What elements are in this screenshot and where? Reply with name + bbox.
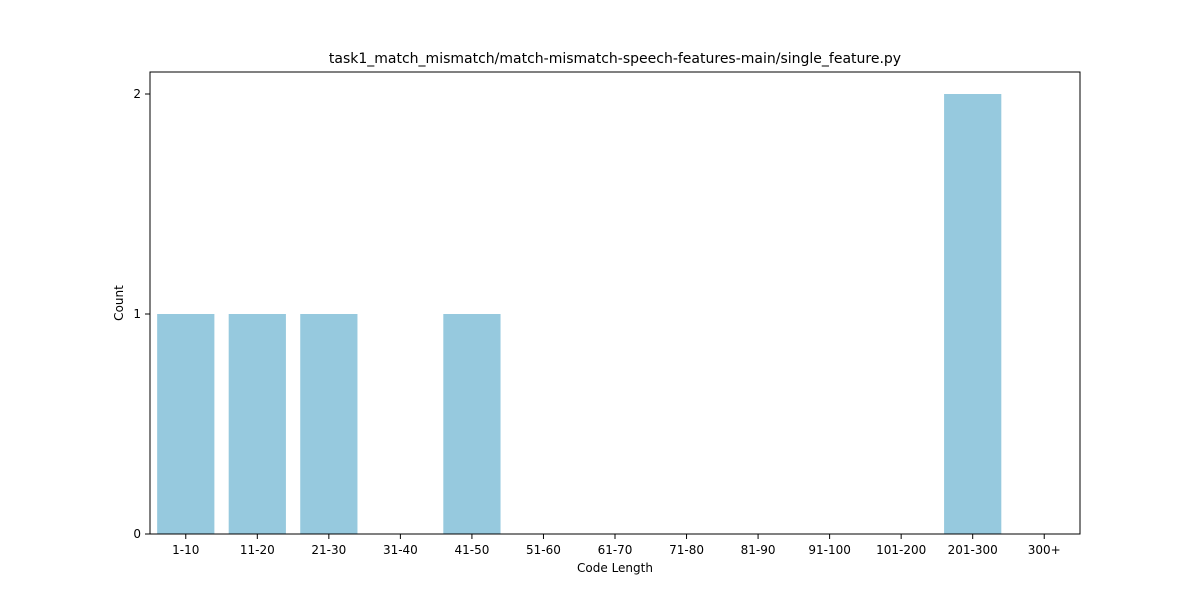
bar-41-50 xyxy=(443,314,501,534)
bar-21-30 xyxy=(300,314,358,534)
x-tick-label-21-30: 21-30 xyxy=(311,543,346,557)
bar-1-10 xyxy=(157,314,215,534)
x-tick-label-300plus: 300+ xyxy=(1028,543,1061,557)
x-tick-label-1-10: 1-10 xyxy=(172,543,199,557)
bars-layer xyxy=(157,94,1002,534)
x-axis-ticks: 1-10 11-20 21-30 31-40 41-50 51-60 61-70 71-80 8… xyxy=(172,534,1061,557)
bar-11-20 xyxy=(228,314,286,534)
y-tick-label-2: 2 xyxy=(133,87,141,101)
y-tick-label-1: 1 xyxy=(133,307,141,321)
y-tick-label-0: 0 xyxy=(133,527,141,541)
x-tick-label-91-100: 91-100 xyxy=(808,543,851,557)
x-tick-label-41-50: 41-50 xyxy=(454,543,489,557)
x-tick-label-81-90: 81-90 xyxy=(741,543,776,557)
y-axis-label: Count xyxy=(112,285,126,321)
chart-title: task1_match_mismatch/match-mismatch-spee… xyxy=(329,51,901,67)
x-tick-label-71-80: 71-80 xyxy=(669,543,704,557)
plot-frame xyxy=(149,71,1081,535)
x-tick-label-51-60: 51-60 xyxy=(526,543,561,557)
x-tick-label-101-200: 101-200 xyxy=(876,543,926,557)
y-axis-ticks: 0 1 2 xyxy=(133,87,150,541)
x-axis-label: Code Length xyxy=(577,561,653,575)
x-tick-label-61-70: 61-70 xyxy=(598,543,633,557)
x-tick-label-201-300: 201-300 xyxy=(948,543,998,557)
x-tick-label-31-40: 31-40 xyxy=(383,543,418,557)
x-tick-label-11-20: 11-20 xyxy=(240,543,275,557)
bar-201-300 xyxy=(944,94,1002,534)
